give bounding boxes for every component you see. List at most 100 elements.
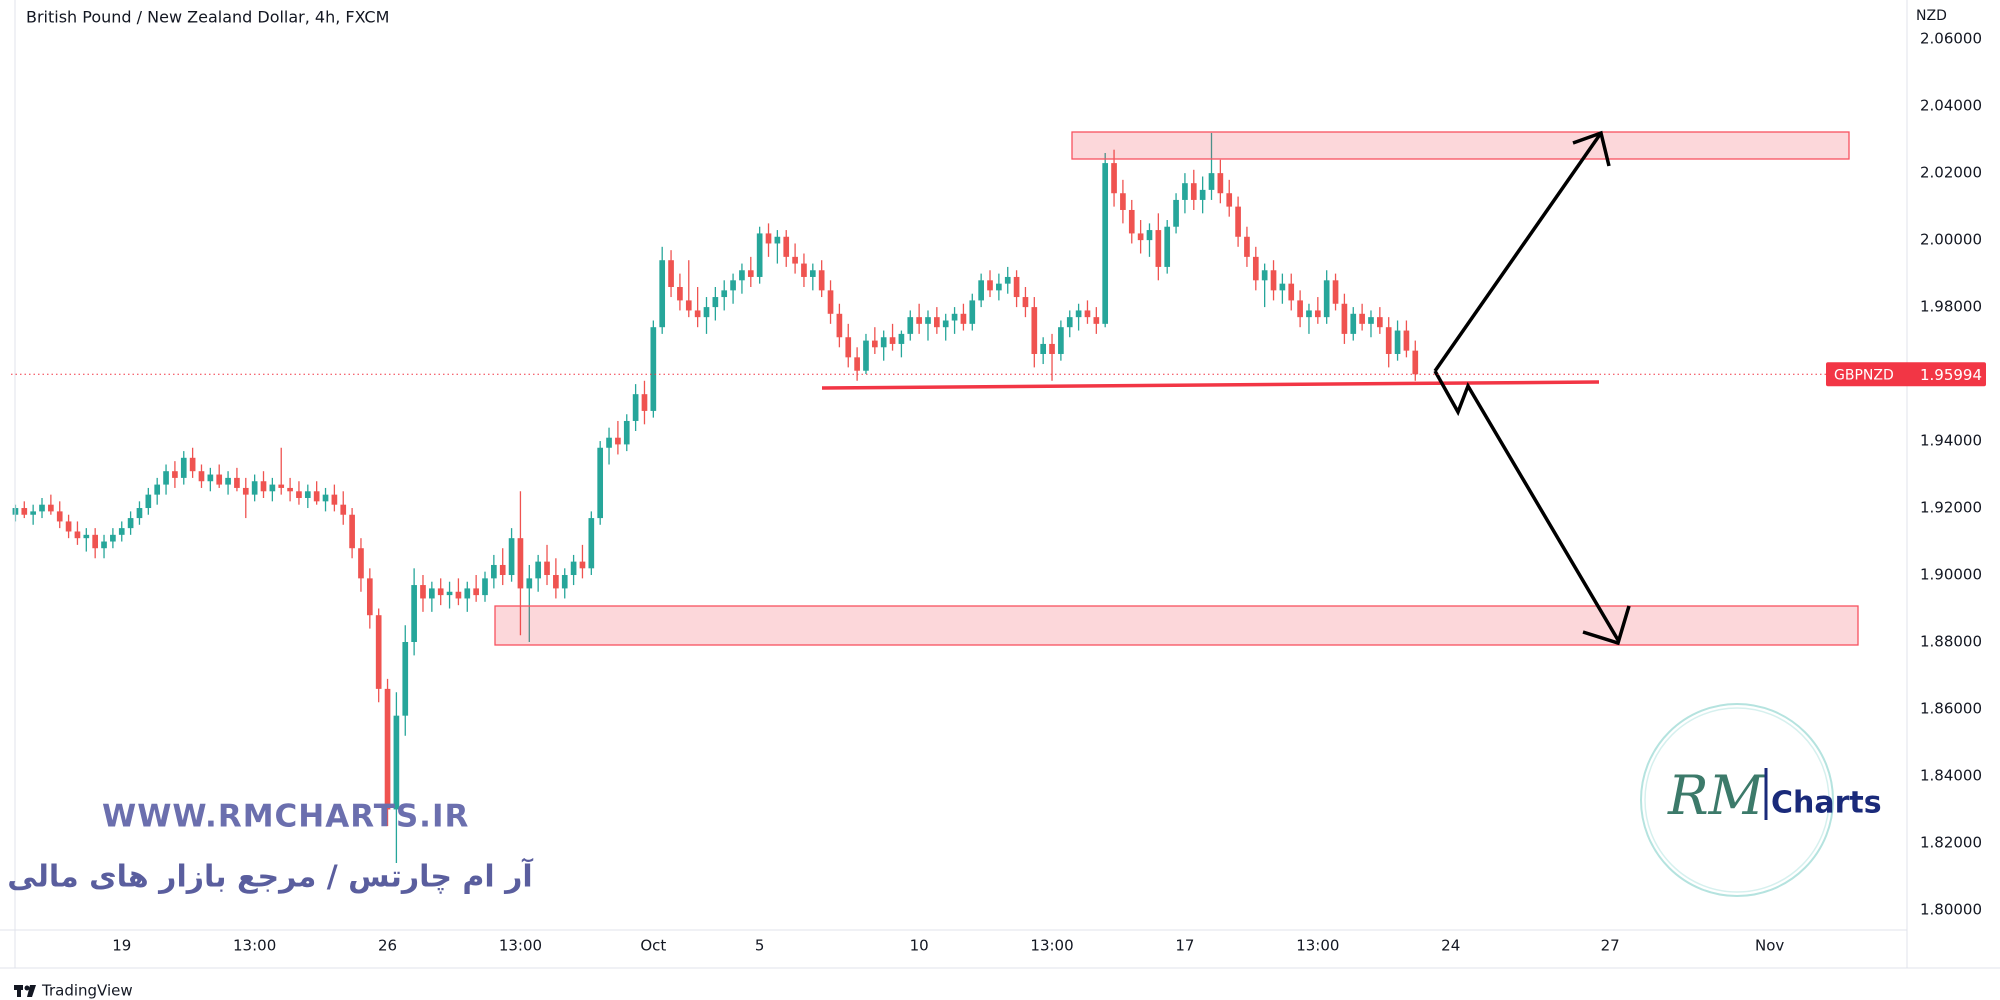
candle-body (1306, 310, 1312, 318)
candle-body (801, 263, 807, 277)
candle-body (296, 491, 302, 498)
footer-brand: TradingView (41, 982, 133, 1000)
candle-body (1013, 276, 1020, 298)
candle-body (579, 561, 586, 569)
candle-body (110, 534, 116, 542)
candle-body (491, 564, 497, 579)
candle-body (455, 591, 462, 599)
arrow-up-path (1433, 131, 1603, 373)
y-tick-label: 1.92000 (1920, 499, 1982, 517)
candle-body (1297, 300, 1303, 318)
x-tick-label: Nov (1755, 937, 1784, 955)
candle-body (659, 260, 666, 328)
candle-body (1031, 307, 1038, 354)
candle-layer (12, 132, 1419, 864)
candle-body (1137, 233, 1144, 241)
x-tick-label: 24 (1441, 937, 1460, 955)
candle-body (1164, 226, 1171, 267)
candle-body (1049, 343, 1055, 354)
candle-body (561, 575, 568, 589)
candle-body (1075, 310, 1082, 318)
last-price-tag (1826, 362, 1986, 387)
candle-body (340, 504, 347, 515)
candle-body (74, 531, 81, 539)
candle-body (712, 297, 719, 308)
candle-body (39, 504, 45, 512)
candle-body (898, 333, 905, 344)
candle-body (916, 317, 922, 324)
candle-body (92, 534, 99, 549)
candle-body (517, 538, 524, 589)
candle-body (774, 236, 781, 244)
candle-body (765, 233, 772, 244)
arrow-down-path (1433, 370, 1620, 641)
candle-body (287, 487, 293, 492)
candle-body (1377, 317, 1383, 328)
candle-body (694, 310, 701, 318)
candle-body (615, 437, 621, 445)
y-tick-label: 2.04000 (1920, 97, 1982, 115)
x-tick-label: 13:00 (1296, 937, 1339, 955)
candle-body (242, 487, 249, 495)
candle-body (1385, 327, 1392, 354)
candle-body (907, 317, 914, 334)
arrow-down-head (1582, 605, 1631, 646)
candle-body (207, 474, 214, 482)
candle-body (721, 290, 728, 298)
candle-body (747, 270, 754, 277)
logo-mark: RM (1667, 764, 1766, 827)
candle-body (225, 477, 231, 485)
candle-body (101, 541, 107, 549)
candle-body (889, 337, 896, 344)
x-tick-label: 13:00 (233, 937, 276, 955)
candle-body (1173, 199, 1179, 227)
x-tick-label: 27 (1601, 937, 1620, 955)
candle-body (1120, 193, 1126, 210)
candle-body (827, 290, 834, 314)
candle-body (544, 561, 550, 576)
logo-part (17, 985, 21, 997)
x-tick-label: 5 (755, 937, 765, 955)
candle-body (145, 494, 152, 509)
candle-body (473, 588, 479, 596)
last-price-symbol: GBPNZD (1834, 367, 1894, 383)
last-price-value: 1.95994 (1920, 366, 1982, 384)
candle-body (1412, 350, 1419, 375)
candle-body (30, 511, 36, 515)
candle-body (1270, 270, 1277, 291)
candle-body (641, 394, 648, 411)
x-tick-label: 17 (1175, 937, 1194, 955)
candle-body (1182, 183, 1188, 200)
candle-body (1022, 297, 1029, 308)
candle-body (420, 585, 426, 599)
y-tick-label: 1.86000 (1920, 699, 1982, 717)
candle-body (969, 300, 976, 324)
candle-body (136, 508, 143, 519)
candle-body (1084, 310, 1091, 318)
candle-body (411, 585, 417, 642)
candle-body (1332, 280, 1339, 304)
candle-body (251, 481, 258, 495)
candle-body (1040, 343, 1047, 354)
candle-body (1217, 173, 1224, 194)
candle-body (508, 538, 515, 576)
candle-body (677, 287, 683, 301)
candle-body (1058, 327, 1064, 354)
candle-body (588, 518, 595, 569)
resistance-zone (1071, 131, 1850, 160)
watermark-tagline: آر ام چارتس / مرجع بازار های مالی (7, 858, 533, 895)
candle-body (358, 548, 364, 579)
x-tick-label: 13:00 (499, 937, 542, 955)
candle-body (331, 494, 338, 505)
candle-body (48, 504, 54, 512)
candle-body (996, 283, 1002, 291)
logo-part (24, 985, 30, 991)
candle-body (1314, 310, 1321, 318)
candle-body (65, 521, 72, 532)
candle-body (180, 457, 187, 478)
candle-body (1244, 236, 1250, 257)
candle-body (366, 578, 373, 616)
candle-body (623, 420, 630, 445)
